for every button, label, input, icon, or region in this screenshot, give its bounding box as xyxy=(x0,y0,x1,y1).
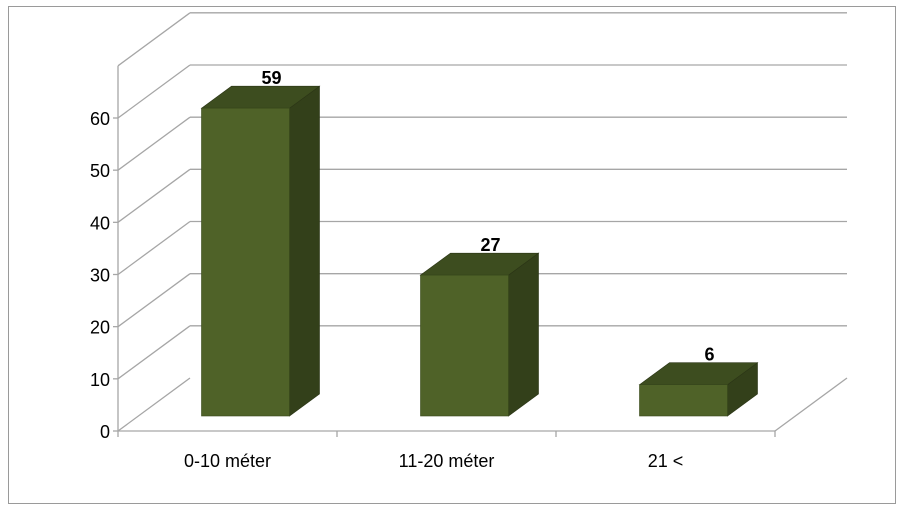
x-tick-label: 11-20 méter xyxy=(399,451,495,471)
gridline-depth xyxy=(117,64,191,119)
bar-front xyxy=(201,107,290,417)
gridline-depth xyxy=(117,220,191,276)
axes xyxy=(113,65,848,437)
gridline-depth xyxy=(117,377,191,432)
bar-side xyxy=(508,252,539,417)
y-tick-label: 50 xyxy=(90,161,110,181)
bar xyxy=(638,362,759,417)
y-tick-label: 30 xyxy=(90,266,110,286)
gridline-depth xyxy=(117,273,191,328)
floor-edge xyxy=(774,377,848,432)
y-tick-label: 20 xyxy=(90,318,110,338)
y-tick-label: 40 xyxy=(90,213,110,233)
bar-front xyxy=(420,274,509,417)
data-labels: 59 27 6 xyxy=(261,68,714,364)
bars xyxy=(200,85,759,417)
y-axis-tick-labels: 0 10 20 30 40 50 60 xyxy=(90,109,110,442)
x-axis-tick-labels: 0-10 méter 11-20 méter 21 < xyxy=(184,451,683,471)
data-label: 59 xyxy=(261,68,281,88)
gridline-depth xyxy=(117,325,191,380)
data-label: 27 xyxy=(480,235,500,255)
bar-side xyxy=(289,85,320,417)
y-tick-label: 0 xyxy=(100,422,110,442)
gridline-depth xyxy=(117,168,191,223)
gridline-depth xyxy=(117,116,191,171)
x-tick-label: 21 < xyxy=(648,451,684,471)
y-tick-label: 60 xyxy=(90,109,110,129)
bar xyxy=(200,85,321,417)
bar xyxy=(419,252,540,417)
bar-front xyxy=(639,384,728,417)
gridline-depth xyxy=(117,12,191,67)
y-tick-label: 10 xyxy=(90,370,110,390)
x-tick-label: 0-10 méter xyxy=(184,451,271,471)
data-label: 6 xyxy=(704,345,714,365)
